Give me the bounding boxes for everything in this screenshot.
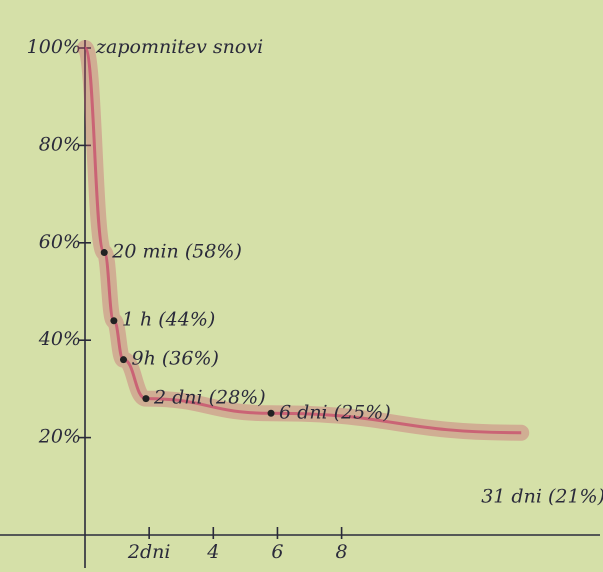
point bbox=[142, 395, 149, 402]
data-label: 9h (36%) bbox=[131, 348, 218, 370]
x-tick-label: 6 bbox=[271, 541, 283, 563]
chart-title: zapomnitev snovi bbox=[95, 36, 263, 58]
data-label: 20 min (58%) bbox=[111, 241, 242, 263]
data-label: 6 dni (25%) bbox=[279, 401, 391, 423]
data-label: 2 dni (28%) bbox=[153, 387, 266, 409]
data-label: 31 dni (21%) bbox=[481, 486, 603, 508]
point bbox=[120, 356, 127, 363]
point bbox=[110, 317, 117, 324]
point bbox=[101, 249, 108, 256]
y-tick-label: 40% bbox=[38, 328, 81, 350]
point bbox=[268, 410, 275, 417]
y-tick-label: 100% bbox=[27, 36, 81, 58]
x-tick-label: 2dni bbox=[127, 541, 171, 563]
x-tick-label: 4 bbox=[206, 541, 219, 563]
y-tick-label: 60% bbox=[39, 231, 81, 253]
chart: zapomnitev snovi 20% 40% 60% 80% 100% 2dni 4 6 8… bbox=[0, 0, 603, 572]
x-tick-label: 8 bbox=[336, 541, 348, 563]
data-label: 1 h (44%) bbox=[122, 309, 215, 331]
y-tick-label: 80% bbox=[39, 133, 81, 155]
y-tick-label: 20% bbox=[38, 426, 81, 448]
